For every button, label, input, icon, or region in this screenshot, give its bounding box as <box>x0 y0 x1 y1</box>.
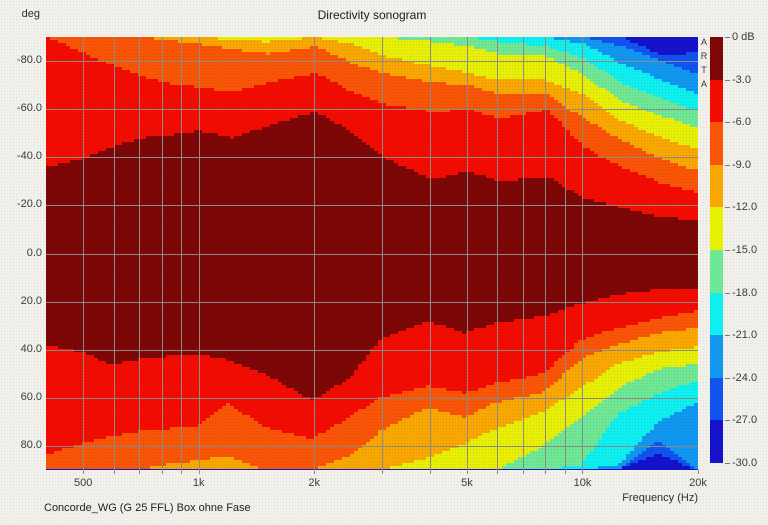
y-tick-label: -60.0 <box>16 102 42 115</box>
x-tick-label: 10k <box>573 477 592 489</box>
x-axis-title: Frequency (Hz) <box>622 492 698 504</box>
legend-swatch--15.0 <box>710 249 723 293</box>
legend-colorbar <box>710 37 723 463</box>
x-tick-mark <box>565 470 566 474</box>
y-tick-label: 0.0 <box>26 246 42 259</box>
y-tick-label: 80.0 <box>20 438 42 451</box>
legend-tick-mark <box>725 250 730 251</box>
legend-label: -21.0 <box>732 329 758 341</box>
legend-swatch--24.0 <box>710 377 723 421</box>
legend-swatch--12.0 <box>710 207 723 250</box>
measurement-caption: Concorde_WG (G 25 FFL) Box ohne Fase <box>44 502 251 514</box>
plot-area <box>46 37 698 470</box>
legend-tick-mark <box>725 335 730 336</box>
x-tick-label: 20k <box>689 477 707 489</box>
legend-tick-mark <box>725 122 730 123</box>
legend-tick-mark <box>725 463 730 464</box>
x-tick-label: 5k <box>461 477 473 489</box>
x-tick-label: 500 <box>74 477 93 489</box>
y-tick-label: 40.0 <box>20 342 42 355</box>
x-tick-mark <box>382 470 383 474</box>
x-tick-label: 1k <box>192 477 205 489</box>
x-tick-mark <box>698 470 699 474</box>
legend-tick-mark <box>725 165 730 166</box>
legend-label: -18.0 <box>732 287 758 299</box>
legend-tick-mark <box>725 420 730 421</box>
y-tick-label: -80.0 <box>16 54 42 67</box>
legend-tick-mark <box>725 37 730 38</box>
y-axis-unit-label: deg <box>21 8 40 20</box>
legend-swatch--27.0 <box>710 420 723 463</box>
x-tick-mark <box>83 470 84 474</box>
legend-tick-mark <box>725 293 730 294</box>
legend-tick-mark <box>725 207 730 208</box>
legend-swatch--6.0 <box>710 122 723 165</box>
contour-region--3dB <box>46 112 698 400</box>
x-tick-mark <box>582 470 583 474</box>
arta-watermark: A R T A <box>700 37 708 89</box>
x-tick-mark <box>314 470 315 474</box>
legend-label: -27.0 <box>732 414 758 426</box>
legend-label: -12.0 <box>732 201 758 213</box>
x-tick-mark <box>199 470 200 474</box>
y-tick-label: -20.0 <box>16 198 42 211</box>
x-tick-mark <box>139 470 140 474</box>
x-tick-mark <box>162 470 163 474</box>
legend-swatch--18.0 <box>710 292 723 336</box>
x-tick-mark <box>523 470 524 474</box>
legend-swatch-0dB <box>710 37 723 80</box>
legend-label: 0 dB <box>732 31 755 43</box>
chart-title: Directivity sonogram <box>317 8 427 22</box>
y-tick-label: -40.0 <box>16 150 42 163</box>
legend-label: -30.0 <box>732 457 758 469</box>
legend-tick-mark <box>725 80 730 81</box>
sonogram-svg <box>46 37 698 470</box>
legend-swatch--3.0 <box>710 79 723 123</box>
y-tick-label: 20.0 <box>20 294 42 307</box>
x-tick-mark <box>467 470 468 474</box>
x-tick-label: 2k <box>308 477 321 489</box>
x-tick-mark <box>181 470 182 474</box>
legend-label: -3.0 <box>732 74 751 86</box>
x-tick-mark <box>497 470 498 474</box>
x-tick-mark <box>114 470 115 474</box>
legend-label: -6.0 <box>732 116 751 128</box>
legend-label: -24.0 <box>732 372 758 384</box>
legend-swatch--9.0 <box>710 164 723 208</box>
legend-swatch--21.0 <box>710 335 723 378</box>
y-tick-label: 60.0 <box>20 390 42 403</box>
legend-label: -15.0 <box>732 244 758 256</box>
legend-tick-mark <box>725 378 730 379</box>
legend-label: -9.0 <box>732 159 751 171</box>
x-tick-mark <box>545 470 546 474</box>
x-tick-mark <box>430 470 431 474</box>
